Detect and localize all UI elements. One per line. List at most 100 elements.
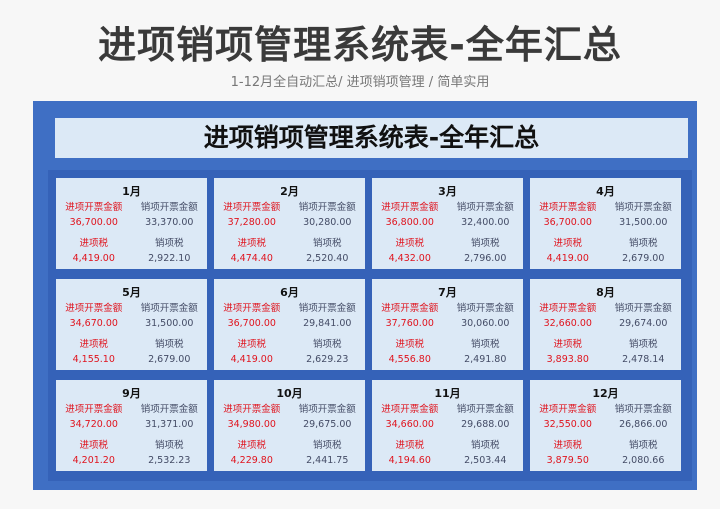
in-amount-label: 进项开票金额 (381, 303, 439, 314)
in-amount-value: 37,760.00 (385, 318, 434, 329)
in-tax-value: 4,432.00 (388, 253, 431, 264)
page-subtitle: 1-12月全自动汇总/ 进项销项管理 / 简单实用 (230, 75, 490, 90)
in-tax-label: 进项税 (79, 440, 108, 451)
in-tax-value: 4,194.60 (388, 455, 431, 466)
month-card: 3月 进项开票金额 销项开票金额 36,800.00 32,400.00 进项税 销项税 4,… (372, 178, 523, 269)
in-tax-value: 4,556.80 (388, 354, 431, 365)
month-card: 9月 进项开票金额 销项开票金额 34,720.00 31,371.00 进项税 销项税 4,… (56, 380, 207, 471)
out-amount-label: 销项开票金额 (298, 303, 356, 314)
in-amount-label: 进项开票金额 (539, 303, 597, 314)
out-amount-label: 销项开票金额 (614, 202, 672, 213)
in-amount-value: 34,720.00 (69, 419, 118, 430)
in-amount-label: 进项开票金额 (381, 404, 439, 415)
month-card: 1月 进项开票金额 销项开票金额 36,700.00 33,370.00 进项税 销项税 4,… (56, 178, 207, 269)
month-label: 5月 (122, 286, 141, 299)
out-amount-value: 30,060.00 (461, 318, 510, 329)
out-tax-label: 销项税 (312, 238, 342, 249)
month-label: 11月 (434, 387, 461, 400)
in-tax-label: 进项税 (237, 339, 266, 350)
in-tax-label: 进项税 (395, 339, 424, 350)
out-amount-label: 销项开票金额 (456, 303, 514, 314)
out-tax-value: 2,796.00 (464, 253, 507, 264)
month-label: 9月 (122, 387, 141, 400)
month-label: 12月 (592, 387, 619, 400)
in-tax-label: 进项税 (79, 339, 108, 350)
out-amount-value: 29,841.00 (303, 318, 352, 329)
out-tax-value: 2,520.40 (306, 253, 349, 264)
in-tax-label: 进项税 (237, 440, 266, 451)
in-amount-label: 进项开票金额 (539, 404, 597, 415)
in-tax-value: 4,419.00 (72, 253, 115, 264)
out-tax-value: 2,679.00 (622, 253, 665, 264)
in-tax-label: 进项税 (395, 440, 424, 451)
month-card: 4月 进项开票金额 销项开票金额 36,700.00 31,500.00 进项税 销项税 4,… (530, 178, 681, 269)
out-tax-label: 销项税 (628, 339, 658, 350)
in-tax-label: 进项税 (395, 238, 424, 249)
in-tax-value: 4,419.00 (230, 354, 273, 365)
month-card: 11月 进项开票金额 销项开票金额 34,660.00 29,688.00 进项税 销项税 4… (372, 380, 523, 471)
in-tax-value: 4,155.10 (72, 354, 115, 365)
out-amount-value: 32,400.00 (461, 217, 510, 228)
out-tax-label: 销项税 (312, 339, 342, 350)
month-card: 2月 进项开票金额 销项开票金额 37,280.00 30,280.00 进项税 销项税 4,… (214, 178, 365, 269)
in-tax-value: 3,879.50 (546, 455, 589, 466)
out-amount-label: 销项开票金额 (298, 202, 356, 213)
out-tax-label: 销项税 (154, 440, 184, 451)
out-amount-value: 31,500.00 (145, 318, 194, 329)
in-tax-value: 4,229.80 (230, 455, 273, 466)
out-amount-value: 30,280.00 (303, 217, 352, 228)
out-tax-value: 2,629.23 (306, 354, 349, 365)
out-amount-label: 销项开票金额 (614, 404, 672, 415)
summary-frame: 进项销项管理系统表-全年汇总 1月 进项开票金额 销项开票金额 36,700.00 33… (33, 101, 697, 490)
out-tax-value: 2,532.23 (148, 455, 191, 466)
out-tax-value: 2,491.80 (464, 354, 507, 365)
month-card: 12月 进项开票金额 销项开票金额 32,550.00 26,866.00 进项税 销项税 3… (530, 380, 681, 471)
out-amount-value: 29,675.00 (303, 419, 352, 430)
out-tax-value: 2,478.14 (622, 354, 665, 365)
out-amount-label: 销项开票金额 (140, 404, 198, 415)
out-tax-label: 销项税 (470, 238, 500, 249)
month-label: 6月 (280, 286, 299, 299)
page-title: 进项销项管理系统表-全年汇总 (98, 23, 622, 67)
in-amount-label: 进项开票金额 (65, 202, 123, 213)
out-tax-value: 2,503.44 (464, 455, 507, 466)
month-label: 2月 (280, 185, 299, 198)
in-amount-value: 34,660.00 (385, 419, 434, 430)
month-label: 10月 (276, 387, 303, 400)
out-amount-label: 销项开票金额 (140, 303, 198, 314)
in-tax-label: 进项税 (237, 238, 266, 249)
out-tax-value: 2,441.75 (306, 455, 349, 466)
month-grid: 1月 进项开票金额 销项开票金额 36,700.00 33,370.00 进项税 销项税 4,… (48, 170, 692, 481)
in-amount-label: 进项开票金额 (539, 202, 597, 213)
month-card: 8月 进项开票金额 销项开票金额 32,660.00 29,674.00 进项税 销项税 3,… (530, 279, 681, 370)
in-amount-value: 34,980.00 (227, 419, 276, 430)
out-tax-value: 2,679.00 (148, 354, 191, 365)
out-amount-label: 销项开票金额 (456, 202, 514, 213)
out-tax-value: 2,080.66 (622, 455, 665, 466)
month-card: 10月进项开票金额 销项开票金额 34,980.00 29,675.00 进项税 销项税 4… (214, 380, 365, 471)
month-card: 5月 进项开票金额 销项开票金额 34,670.00 31,500.00 进项税 销项税 4,… (56, 279, 207, 370)
in-amount-value: 36,700.00 (543, 217, 592, 228)
month-label: 4月 (596, 185, 615, 198)
in-amount-value: 36,700.00 (69, 217, 118, 228)
in-amount-label: 进项开票金额 (223, 303, 281, 314)
out-tax-label: 销项税 (628, 440, 658, 451)
in-amount-label: 进项开票金额 (223, 404, 281, 415)
month-card: 7月 进项开票金额 销项开票金额 37,760.00 30,060.00 进项税 销项税 4,… (372, 279, 523, 370)
month-label: 8月 (596, 286, 615, 299)
out-tax-label: 销项税 (628, 238, 658, 249)
out-amount-label: 销项开票金额 (298, 404, 356, 415)
in-amount-label: 进项开票金额 (223, 202, 281, 213)
in-amount-label: 进项开票金额 (65, 303, 123, 314)
in-amount-value: 32,660.00 (543, 318, 592, 329)
out-amount-label: 销项开票金额 (614, 303, 672, 314)
out-amount-label: 销项开票金额 (456, 404, 514, 415)
in-amount-value: 34,670.00 (69, 318, 118, 329)
out-tax-label: 销项税 (312, 440, 342, 451)
in-amount-value: 32,550.00 (543, 419, 592, 430)
in-tax-label: 进项税 (553, 238, 582, 249)
in-tax-label: 进项税 (553, 440, 582, 451)
out-tax-value: 2,922.10 (148, 253, 191, 264)
in-tax-label: 进项税 (553, 339, 582, 350)
in-tax-value: 3,893.80 (546, 354, 589, 365)
